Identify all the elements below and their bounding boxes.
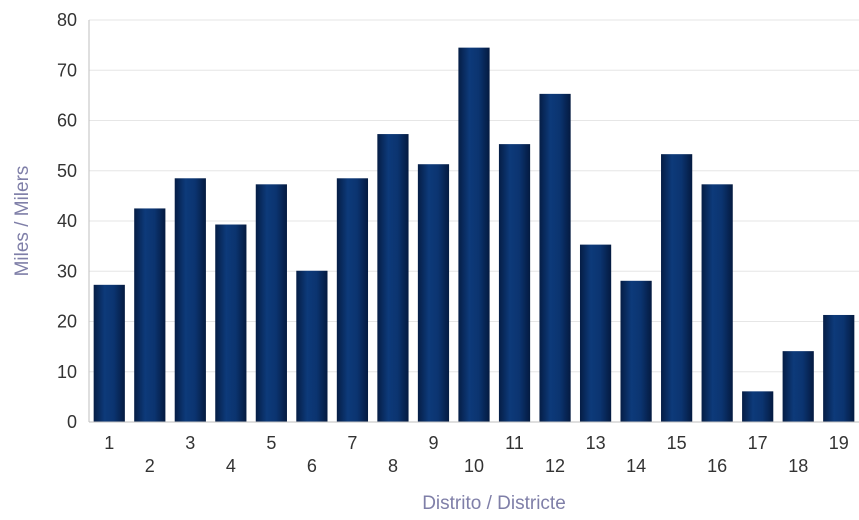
x-tick-label: 18 (788, 456, 808, 476)
x-tick-label: 3 (185, 433, 195, 453)
y-tick-label: 40 (57, 211, 77, 231)
bar-18 (782, 351, 814, 422)
x-tick-label: 17 (748, 433, 768, 453)
bar-14 (620, 280, 652, 422)
x-axis-title: Distrito / Districte (422, 493, 566, 514)
y-tick-label: 70 (57, 60, 77, 80)
y-tick-label: 0 (67, 412, 77, 432)
x-tick-label: 13 (586, 433, 606, 453)
y-tick-label: 80 (57, 10, 77, 30)
x-tick-label: 19 (829, 433, 849, 453)
x-tick-label: 10 (464, 456, 484, 476)
bar-13 (579, 244, 612, 422)
bar-9 (417, 164, 450, 422)
bar-8 (377, 134, 409, 422)
bar-19 (823, 314, 855, 422)
x-tick-label: 16 (707, 456, 727, 476)
y-tick-label: 50 (57, 161, 77, 181)
y-tick-labels: 0 10 20 30 40 50 60 70 80 (57, 10, 77, 432)
x-tick-label: 15 (667, 433, 687, 453)
x-tick-label: 14 (626, 456, 646, 476)
y-tick-label: 30 (57, 261, 77, 281)
bar-10 (458, 47, 490, 422)
x-tick-label: 12 (545, 456, 565, 476)
x-tick-label: 11 (505, 433, 524, 453)
bar-1 (93, 284, 125, 422)
bar-4 (215, 224, 247, 422)
x-tick-label: 4 (226, 456, 236, 476)
bar-12 (539, 93, 571, 423)
x-tick-label: 8 (388, 456, 398, 476)
y-tick-label: 10 (57, 362, 77, 382)
bar-2 (134, 208, 166, 422)
x-tick-label: 5 (266, 433, 276, 453)
bar-7 (336, 178, 369, 422)
y-tick-label: 20 (57, 312, 77, 332)
y-axis-title: Miles / Milers (12, 166, 33, 277)
bar-6 (296, 270, 328, 422)
x-tick-label: 1 (104, 433, 114, 453)
x-tick-label: 2 (145, 456, 155, 476)
bar-17 (742, 391, 774, 422)
x-tick-label: 9 (428, 433, 438, 453)
x-tick-label: 6 (307, 456, 317, 476)
bar-5 (255, 184, 287, 422)
bar-3 (174, 178, 206, 422)
x-tick-label: 7 (347, 433, 357, 453)
y-tick-label: 60 (57, 111, 77, 131)
bar-15 (661, 154, 693, 423)
bars (93, 47, 855, 423)
bar-16 (701, 184, 733, 422)
bar-11 (498, 144, 531, 422)
